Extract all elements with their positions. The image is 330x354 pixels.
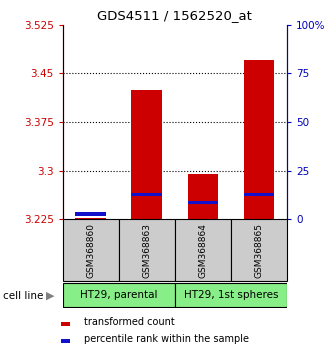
Text: transformed count: transformed count xyxy=(84,318,175,327)
Text: HT29, 1st spheres: HT29, 1st spheres xyxy=(184,290,278,300)
Text: cell line: cell line xyxy=(3,291,44,301)
FancyBboxPatch shape xyxy=(231,219,287,281)
FancyBboxPatch shape xyxy=(119,219,175,281)
FancyBboxPatch shape xyxy=(63,283,175,307)
Bar xyxy=(61,322,70,326)
Text: percentile rank within the sample: percentile rank within the sample xyxy=(84,335,249,344)
Title: GDS4511 / 1562520_at: GDS4511 / 1562520_at xyxy=(97,9,252,22)
Text: GSM368863: GSM368863 xyxy=(142,223,151,278)
Bar xyxy=(75,212,106,216)
Bar xyxy=(187,201,218,204)
Text: HT29, parental: HT29, parental xyxy=(80,290,157,300)
Bar xyxy=(187,174,218,219)
FancyBboxPatch shape xyxy=(175,283,287,307)
Text: GSM368865: GSM368865 xyxy=(254,223,264,278)
FancyBboxPatch shape xyxy=(175,219,231,281)
Text: GSM368864: GSM368864 xyxy=(198,223,208,278)
FancyBboxPatch shape xyxy=(63,219,119,281)
Bar xyxy=(131,90,162,219)
Bar xyxy=(61,339,70,343)
Bar xyxy=(75,217,106,219)
Bar xyxy=(244,193,275,196)
Bar xyxy=(131,193,162,196)
Text: ▶: ▶ xyxy=(46,291,54,301)
Bar xyxy=(244,61,275,219)
Text: GSM368860: GSM368860 xyxy=(86,223,95,278)
